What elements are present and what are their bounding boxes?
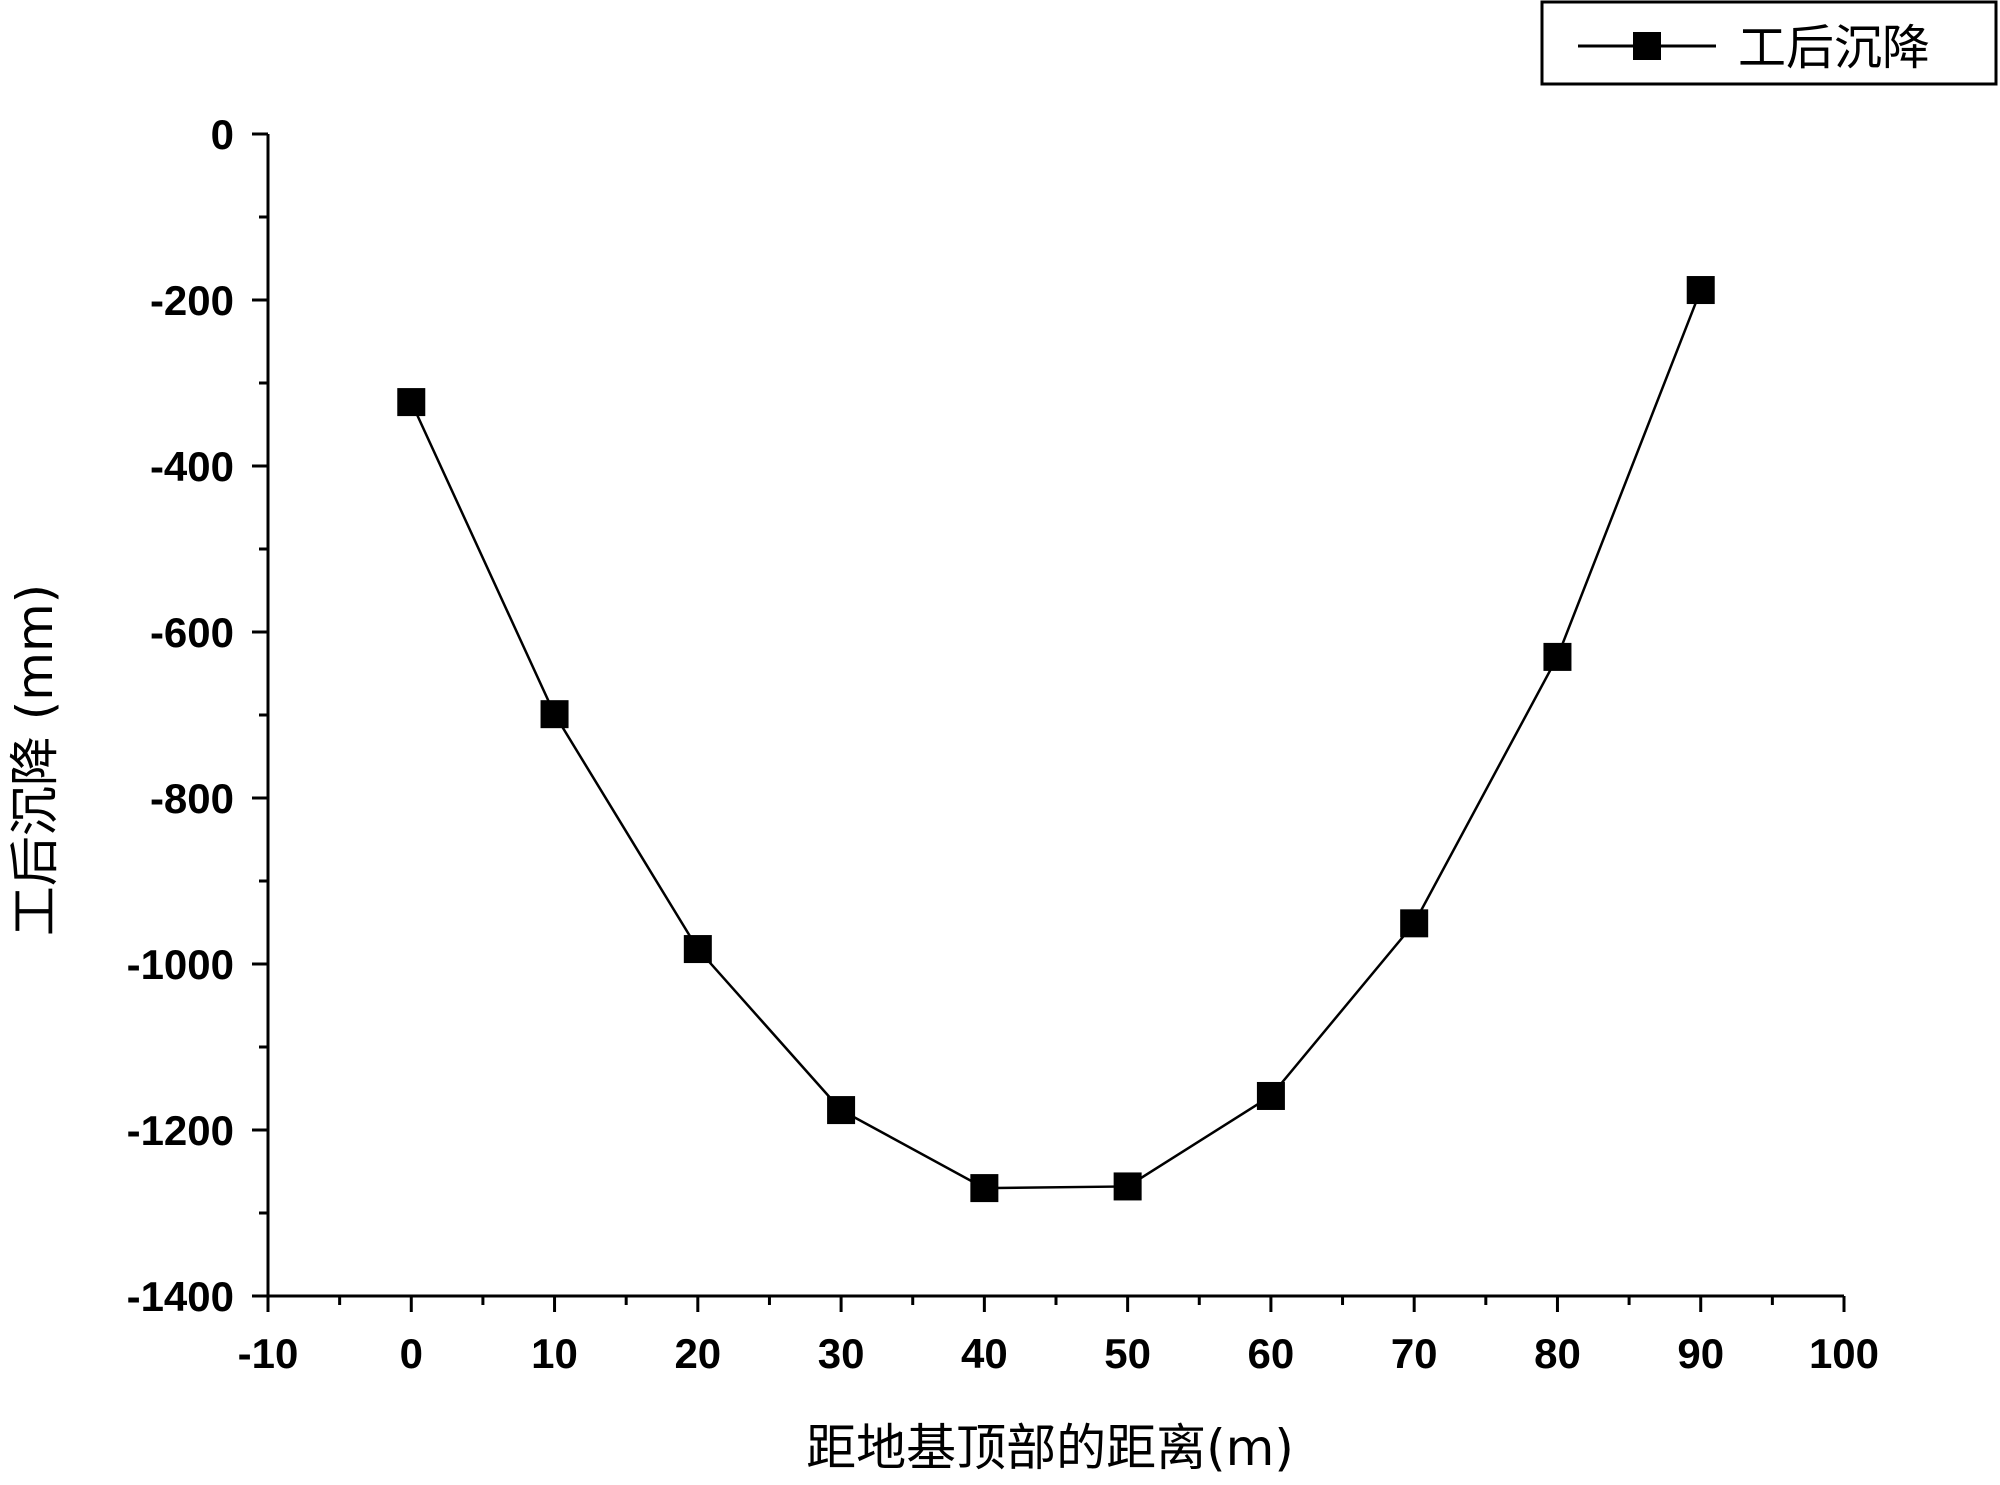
data-point <box>1543 642 1572 671</box>
y-axis-title: 工后沉降 (mm) <box>6 584 64 936</box>
legend-label: 工后沉降 <box>1738 20 1930 76</box>
x-axis-title: 距地基顶部的距离(m) <box>806 1419 1294 1477</box>
x-tick-label: 50 <box>1104 1330 1151 1377</box>
data-point <box>1686 276 1715 305</box>
data-point <box>970 1174 999 1203</box>
x-tick-label: 70 <box>1391 1330 1438 1377</box>
data-point <box>1113 1172 1142 1201</box>
y-tick-label: -1200 <box>127 1107 234 1154</box>
legend-box <box>1540 0 1998 86</box>
data-point <box>683 935 712 964</box>
data-point <box>540 700 569 729</box>
y-tick-label: -200 <box>150 277 234 324</box>
x-tick-label: 60 <box>1248 1330 1295 1377</box>
series-line <box>410 289 1702 1190</box>
x-tick-label: 80 <box>1534 1330 1581 1377</box>
x-tick-label: 90 <box>1677 1330 1724 1377</box>
y-tick-label: 0 <box>211 111 234 158</box>
y-tick-label: -600 <box>150 609 234 656</box>
data-point <box>1256 1081 1285 1110</box>
x-tick-label: -10 <box>238 1330 299 1377</box>
x-tick-label: 10 <box>531 1330 578 1377</box>
y-tick-label: -1000 <box>127 941 234 988</box>
x-tick-label: 40 <box>961 1330 1008 1377</box>
legend-marker <box>1633 32 1661 60</box>
series-layer <box>397 276 1715 1203</box>
x-tick-label: 0 <box>400 1330 423 1377</box>
y-tick-label: -800 <box>150 775 234 822</box>
y-tick-label: -400 <box>150 443 234 490</box>
legend: 工后沉降 <box>1540 0 1998 86</box>
x-tick-label: 30 <box>818 1330 865 1377</box>
data-point <box>397 388 426 417</box>
x-tick-label: 100 <box>1809 1330 1879 1377</box>
x-tick-label: 20 <box>674 1330 721 1377</box>
axes: -10 0 10 20 30 40 50 60 70 80 90 100 0 -200 -400 -600 -8… <box>127 111 1879 1377</box>
data-point <box>827 1096 856 1125</box>
data-point <box>1400 909 1429 938</box>
y-tick-label: -1400 <box>127 1273 234 1320</box>
